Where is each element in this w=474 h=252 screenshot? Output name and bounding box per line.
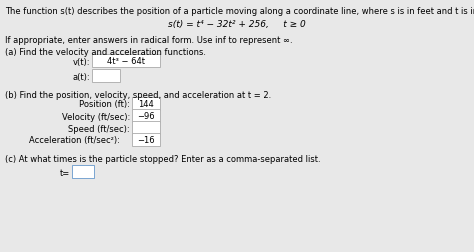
Text: −16: −16 <box>137 136 155 144</box>
Text: (a) Find the velocity and acceleration functions.: (a) Find the velocity and acceleration f… <box>5 48 206 57</box>
Text: 144: 144 <box>138 100 154 109</box>
Text: The function s(t) describes the position of a particle moving along a coordinate: The function s(t) describes the position… <box>5 7 474 16</box>
FancyBboxPatch shape <box>92 70 120 83</box>
Text: Acceleration (ft/sec²):: Acceleration (ft/sec²): <box>29 136 120 145</box>
Text: If appropriate, enter answers in radical form. Use inf to represent ∞.: If appropriate, enter answers in radical… <box>5 36 292 45</box>
Text: 4t³ − 64t: 4t³ − 64t <box>107 57 145 66</box>
Text: s(t) = t⁴ − 32t² + 256,     t ≥ 0: s(t) = t⁴ − 32t² + 256, t ≥ 0 <box>168 20 306 29</box>
FancyBboxPatch shape <box>132 121 160 135</box>
Text: Position (ft):: Position (ft): <box>79 100 130 109</box>
Text: −96: −96 <box>137 112 155 120</box>
FancyBboxPatch shape <box>72 165 94 178</box>
Text: Speed (ft/sec):: Speed (ft/sec): <box>68 124 130 133</box>
FancyBboxPatch shape <box>132 110 160 122</box>
FancyBboxPatch shape <box>92 55 160 68</box>
Text: (b) Find the position, velocity, speed, and acceleration at t = 2.: (b) Find the position, velocity, speed, … <box>5 91 271 100</box>
FancyBboxPatch shape <box>132 98 160 111</box>
Text: Velocity (ft/sec):: Velocity (ft/sec): <box>62 112 130 121</box>
Text: v(t):: v(t): <box>73 57 90 66</box>
FancyBboxPatch shape <box>132 134 160 146</box>
Text: a(t):: a(t): <box>73 72 90 81</box>
Text: t=: t= <box>60 168 70 177</box>
Text: (c) At what times is the particle stopped? Enter as a comma-separated list.: (c) At what times is the particle stoppe… <box>5 154 320 163</box>
